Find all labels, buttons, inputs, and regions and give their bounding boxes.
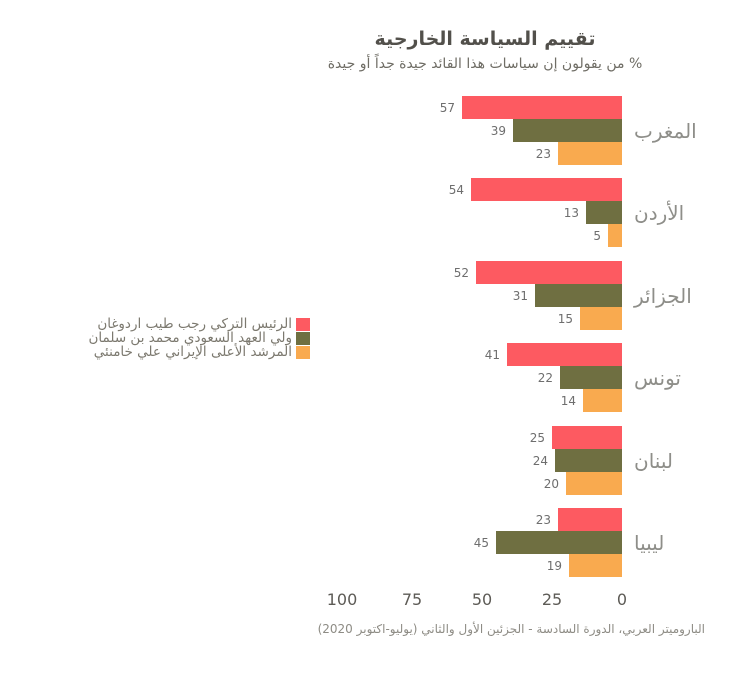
legend-label: المرشد الأعلى الإيراني علي خامنئي xyxy=(93,344,292,360)
bar-value-label: 15 xyxy=(557,311,573,326)
legend-swatch-olive xyxy=(296,331,310,345)
chart-title: تقييم السياسة الخارجية xyxy=(374,28,596,50)
bar-value-label: 39 xyxy=(490,123,506,138)
chart-subtitle: % من يقولون إن سياسات هذا القائد جيدة جد… xyxy=(327,56,643,72)
bar-erdogan xyxy=(476,261,622,284)
bar-mbs xyxy=(560,366,622,389)
source-caption: الباروميتر العربي، الدورة السادسة - الجز… xyxy=(317,622,705,636)
bar-value-label: 45 xyxy=(473,535,489,550)
bar-value-label: 14 xyxy=(560,393,576,408)
category-label: ليبيا xyxy=(634,530,665,555)
x-tick-100: 100 xyxy=(326,590,358,609)
bar-erdogan xyxy=(558,508,622,531)
bar-value-label: 52 xyxy=(453,265,469,280)
bar-value-label: 19 xyxy=(546,558,562,573)
bar-group-tunisia: 41 22 14 تونس xyxy=(0,343,740,412)
bar-value-label: 57 xyxy=(439,100,455,115)
category-label: الأردن xyxy=(634,200,685,225)
bar-khamenei xyxy=(569,554,622,577)
bar-khamenei xyxy=(566,472,622,495)
bar-mbs xyxy=(496,531,622,554)
category-label: لبنان xyxy=(634,448,673,473)
bar-value-label: 20 xyxy=(543,476,559,491)
bar-erdogan xyxy=(462,96,622,119)
bar-value-label: 22 xyxy=(537,370,553,385)
bar-value-label: 5 xyxy=(593,228,601,243)
bar-value-label: 31 xyxy=(512,288,528,303)
category-label: المغرب xyxy=(634,118,697,143)
x-tick-0: 0 xyxy=(616,590,628,609)
legend-label: ولي العهد السعودي محمد بن سلمان xyxy=(88,330,292,346)
x-tick-50: 50 xyxy=(471,590,493,609)
bar-value-label: 54 xyxy=(448,182,464,197)
legend-swatch-orange xyxy=(296,345,310,359)
bar-mbs xyxy=(555,449,622,472)
x-tick-25: 25 xyxy=(541,590,563,609)
legend-label: الرئيس التركي رجب طيب اردوغان xyxy=(97,316,292,332)
bar-group-jordan: 54 13 5 الأردن xyxy=(0,178,740,247)
category-label: تونس xyxy=(634,365,681,390)
bar-mbs xyxy=(513,119,622,142)
bar-erdogan xyxy=(507,343,622,366)
legend-item-erdogan: الرئيس التركي رجب طيب اردوغان xyxy=(0,317,310,331)
bar-value-label: 23 xyxy=(535,146,551,161)
bar-mbs xyxy=(535,284,622,307)
legend-item-mbs: ولي العهد السعودي محمد بن سلمان xyxy=(0,331,310,345)
bar-group-morocco: 57 39 23 المغرب xyxy=(0,96,740,165)
category-label: الجزائر xyxy=(634,283,692,308)
bar-erdogan xyxy=(471,178,622,201)
legend-swatch-red xyxy=(296,317,310,331)
legend-item-khamenei: المرشد الأعلى الإيراني علي خامنئي xyxy=(0,345,310,359)
bar-khamenei xyxy=(608,224,622,247)
bar-value-label: 41 xyxy=(484,347,500,362)
bar-value-label: 13 xyxy=(563,205,579,220)
bar-group-lebanon: 25 24 20 لبنان xyxy=(0,426,740,495)
bar-group-libya: 23 45 19 ليبيا xyxy=(0,508,740,577)
bar-khamenei xyxy=(583,389,622,412)
bar-group-algeria: 52 31 15 الجزائر xyxy=(0,261,740,330)
bar-khamenei xyxy=(580,307,622,330)
bar-erdogan xyxy=(552,426,622,449)
bar-mbs xyxy=(586,201,622,224)
bar-value-label: 23 xyxy=(535,512,551,527)
bar-value-label: 25 xyxy=(529,430,545,445)
bar-value-label: 24 xyxy=(532,453,548,468)
bar-khamenei xyxy=(558,142,622,165)
x-tick-75: 75 xyxy=(401,590,423,609)
